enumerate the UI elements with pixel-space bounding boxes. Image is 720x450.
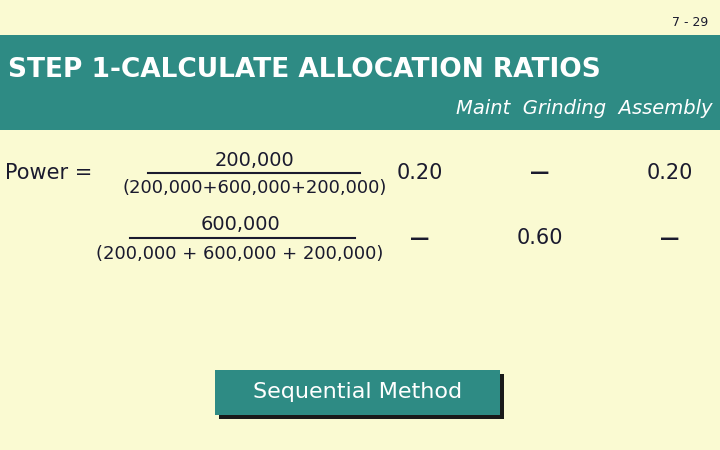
FancyBboxPatch shape [219,374,504,419]
Text: 0.60: 0.60 [517,228,563,248]
Text: (200,000+600,000+200,000): (200,000+600,000+200,000) [123,179,387,197]
Text: —: — [410,229,430,248]
Text: 0.20: 0.20 [397,163,444,183]
FancyBboxPatch shape [215,370,500,415]
Text: STEP 1-CALCULATE ALLOCATION RATIOS: STEP 1-CALCULATE ALLOCATION RATIOS [8,57,600,83]
Text: —: — [531,163,549,183]
Text: —: — [660,229,680,248]
FancyBboxPatch shape [0,35,720,130]
Text: Sequential Method: Sequential Method [253,382,462,402]
Text: 0.20: 0.20 [647,163,693,183]
Text: (200,000 + 600,000 + 200,000): (200,000 + 600,000 + 200,000) [96,245,384,263]
Text: 600,000: 600,000 [200,216,280,234]
Text: Maint  Grinding  Assembly: Maint Grinding Assembly [456,99,712,117]
Text: 200,000: 200,000 [215,150,295,170]
Text: 7 - 29: 7 - 29 [672,15,708,28]
Text: Power =: Power = [5,163,99,183]
